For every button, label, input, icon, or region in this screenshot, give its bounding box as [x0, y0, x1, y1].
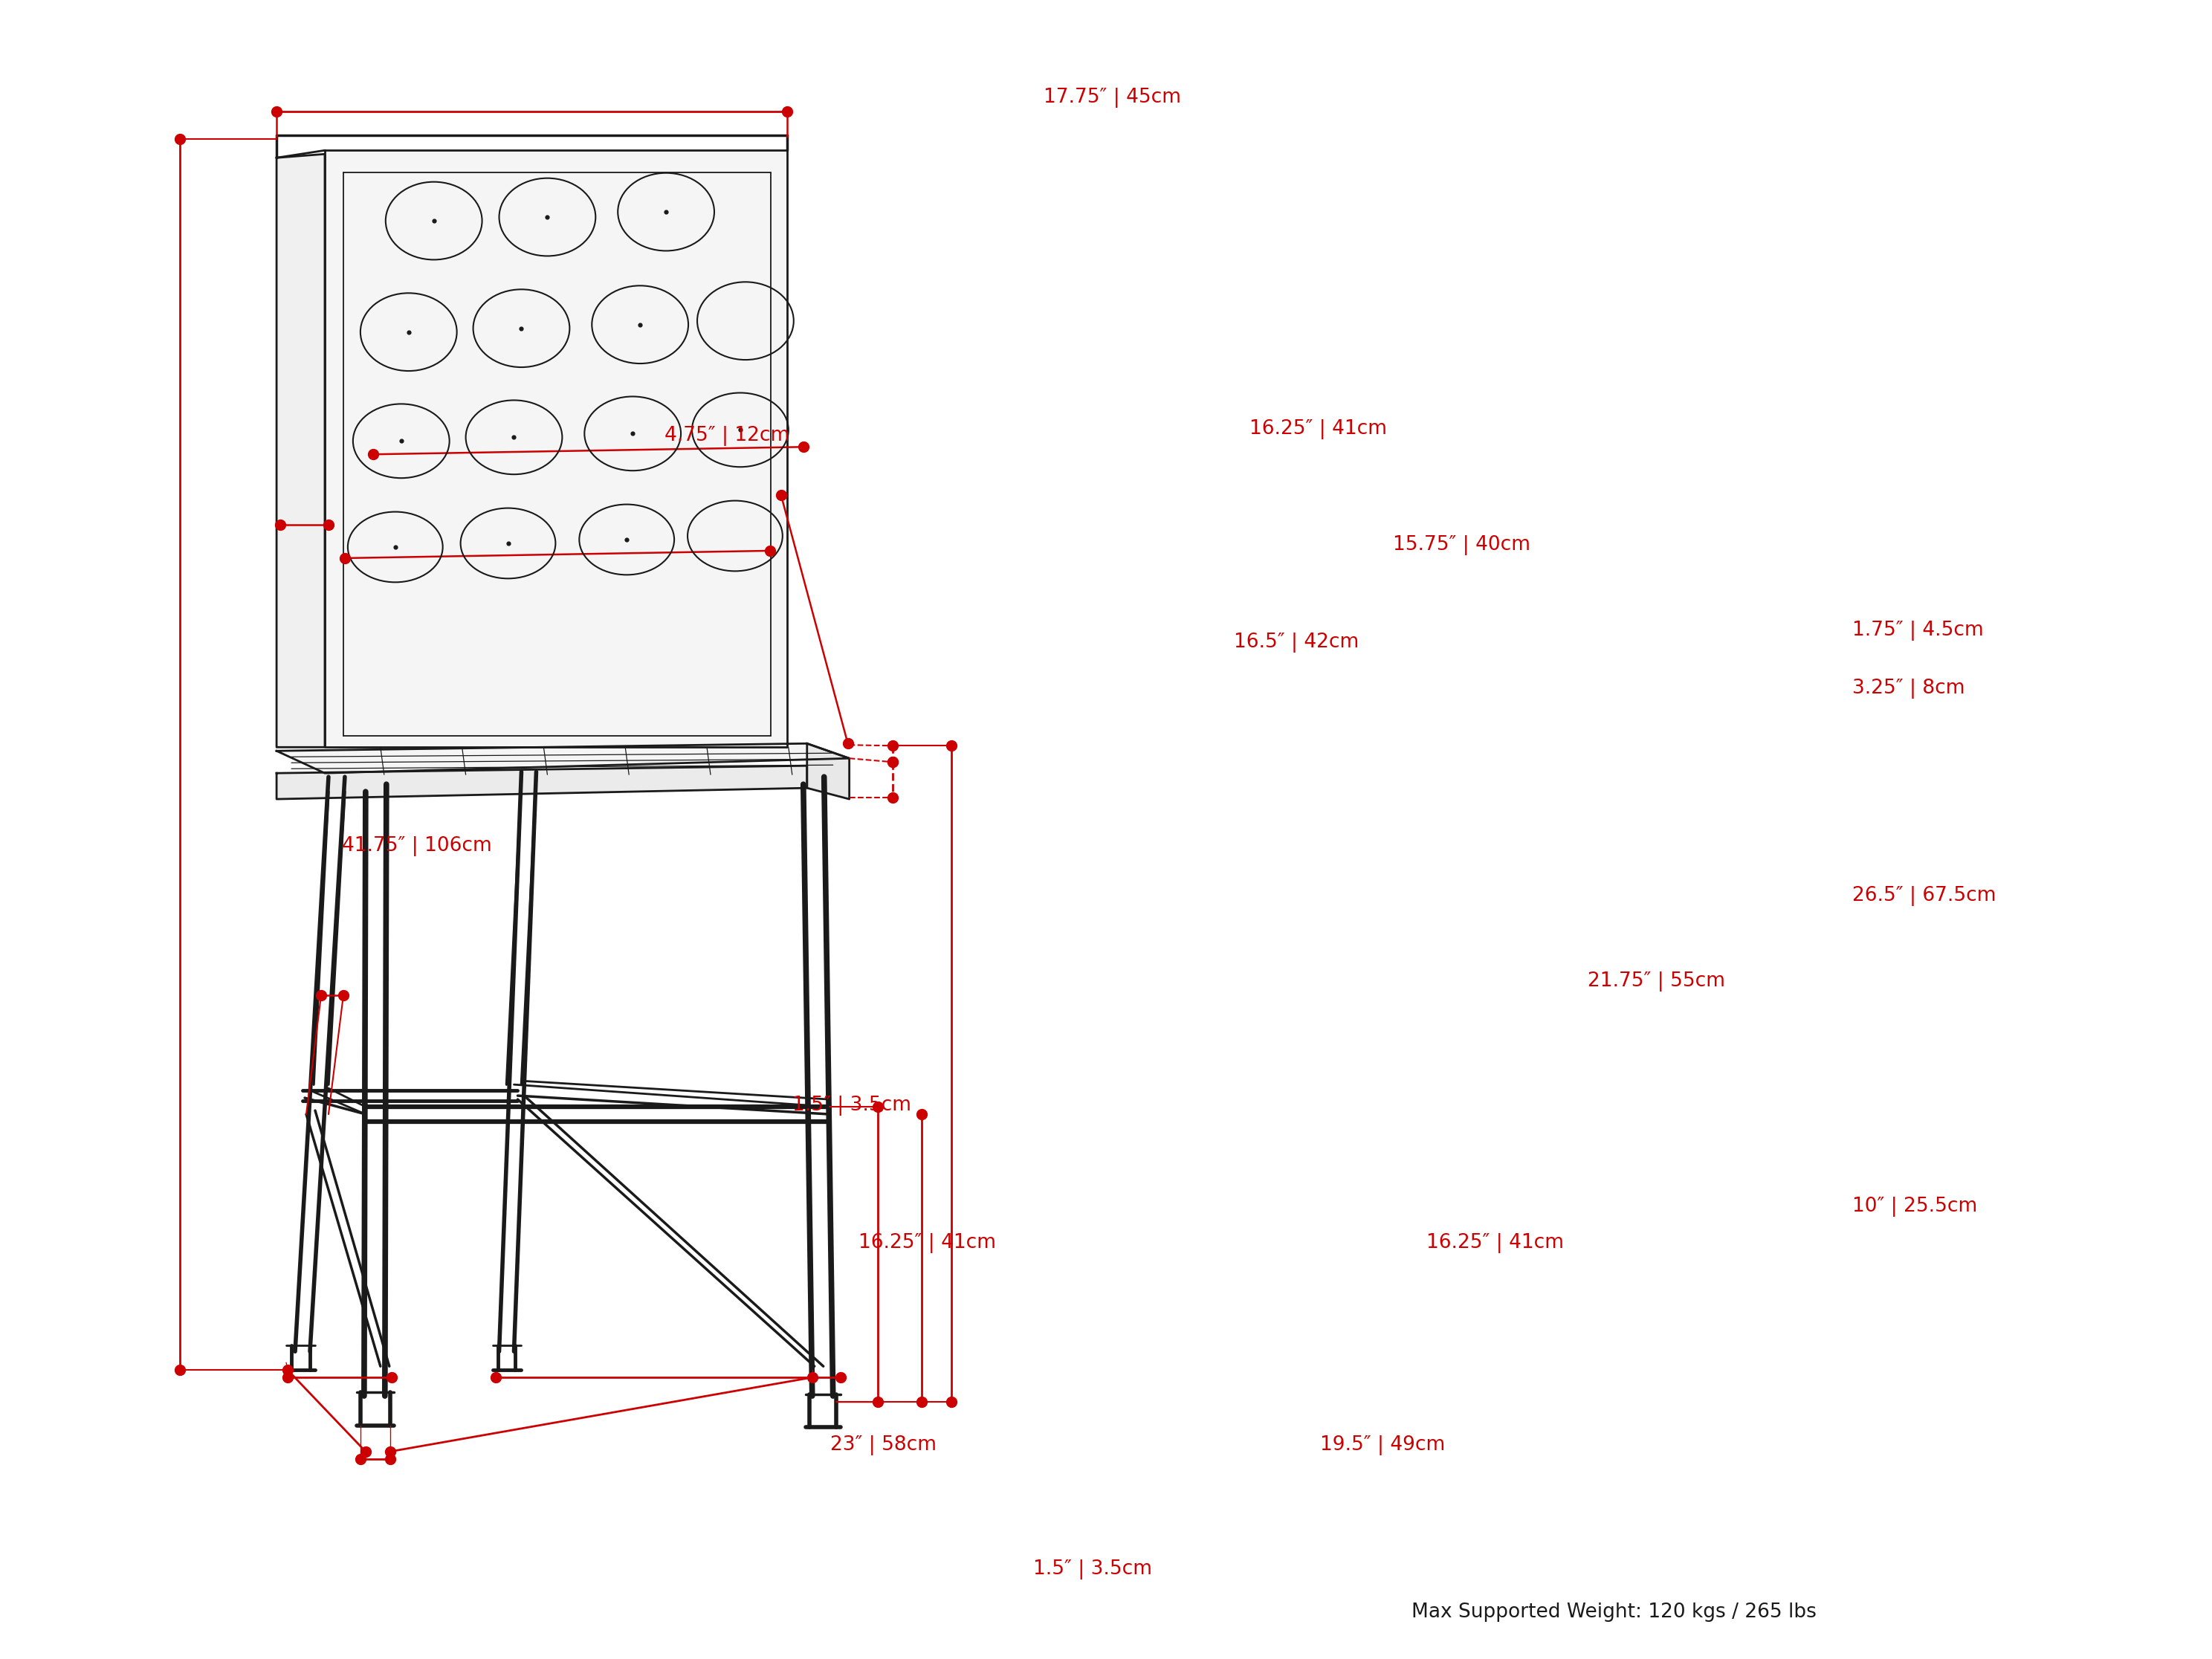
- Point: [416, 207, 451, 234]
- Point: [770, 98, 805, 124]
- Point: [161, 1357, 197, 1384]
- Point: [504, 315, 540, 342]
- Point: [529, 204, 564, 231]
- Text: 16.25″ | 41cm: 16.25″ | 41cm: [1427, 1233, 1564, 1253]
- Text: 16.25″ | 41cm: 16.25″ | 41cm: [858, 1233, 995, 1253]
- Point: [312, 511, 347, 538]
- Point: [374, 1364, 409, 1390]
- Point: [478, 1364, 513, 1390]
- Polygon shape: [276, 766, 807, 800]
- Point: [874, 732, 909, 758]
- Point: [343, 1445, 378, 1472]
- Text: 3.25″ | 8cm: 3.25″ | 8cm: [1851, 679, 1964, 698]
- Point: [933, 1389, 969, 1415]
- Point: [905, 1389, 940, 1415]
- Polygon shape: [325, 151, 787, 747]
- Point: [752, 538, 787, 564]
- Point: [161, 126, 197, 153]
- Text: 4.75″ | 12cm: 4.75″ | 12cm: [664, 426, 790, 446]
- Polygon shape: [276, 154, 325, 747]
- Point: [491, 529, 526, 556]
- Text: 41.75″ | 106cm: 41.75″ | 106cm: [343, 836, 493, 856]
- Text: 26.5″ | 67.5cm: 26.5″ | 67.5cm: [1851, 886, 1995, 906]
- Point: [874, 748, 909, 775]
- Point: [794, 1364, 830, 1390]
- Point: [325, 982, 361, 1009]
- Point: [874, 785, 909, 811]
- Point: [615, 420, 650, 446]
- Point: [259, 98, 294, 124]
- Point: [270, 1364, 305, 1390]
- Point: [622, 312, 657, 338]
- Point: [933, 732, 969, 758]
- Text: 16.25″ | 41cm: 16.25″ | 41cm: [1250, 420, 1387, 440]
- Point: [495, 425, 531, 451]
- Point: [372, 1445, 407, 1472]
- Point: [356, 441, 392, 468]
- Point: [874, 748, 909, 775]
- Polygon shape: [276, 743, 849, 773]
- Text: 17.75″ | 45cm: 17.75″ | 45cm: [1044, 88, 1181, 108]
- Point: [383, 428, 418, 455]
- Point: [327, 544, 363, 571]
- Point: [372, 1438, 407, 1465]
- Point: [860, 1093, 896, 1120]
- Point: [905, 1102, 940, 1128]
- Point: [303, 982, 338, 1009]
- Point: [608, 526, 644, 552]
- Point: [785, 433, 821, 460]
- Point: [392, 319, 427, 345]
- Point: [830, 730, 865, 757]
- Text: 19.5″ | 49cm: 19.5″ | 49cm: [1321, 1435, 1444, 1455]
- Text: 23″ | 58cm: 23″ | 58cm: [830, 1435, 936, 1455]
- Point: [347, 1438, 383, 1465]
- Text: Max Supported Weight: 120 kgs / 265 lbs: Max Supported Weight: 120 kgs / 265 lbs: [1411, 1603, 1816, 1623]
- Point: [823, 1364, 858, 1390]
- Point: [648, 199, 684, 226]
- Point: [723, 416, 759, 443]
- Text: 10″ | 25.5cm: 10″ | 25.5cm: [1851, 1196, 1978, 1216]
- Polygon shape: [807, 743, 849, 800]
- Text: 1.5″ | 3.5cm: 1.5″ | 3.5cm: [792, 1097, 911, 1117]
- Text: 1.75″ | 4.5cm: 1.75″ | 4.5cm: [1851, 620, 1984, 640]
- Text: 15.75″ | 40cm: 15.75″ | 40cm: [1394, 534, 1531, 554]
- Point: [263, 511, 299, 538]
- Point: [763, 481, 799, 508]
- Point: [378, 534, 414, 561]
- Text: 16.5″ | 42cm: 16.5″ | 42cm: [1234, 632, 1358, 652]
- Text: 1.5″ | 3.5cm: 1.5″ | 3.5cm: [1033, 1559, 1152, 1579]
- Point: [860, 1389, 896, 1415]
- Text: 21.75″ | 55cm: 21.75″ | 55cm: [1588, 972, 1725, 992]
- Point: [270, 1357, 305, 1384]
